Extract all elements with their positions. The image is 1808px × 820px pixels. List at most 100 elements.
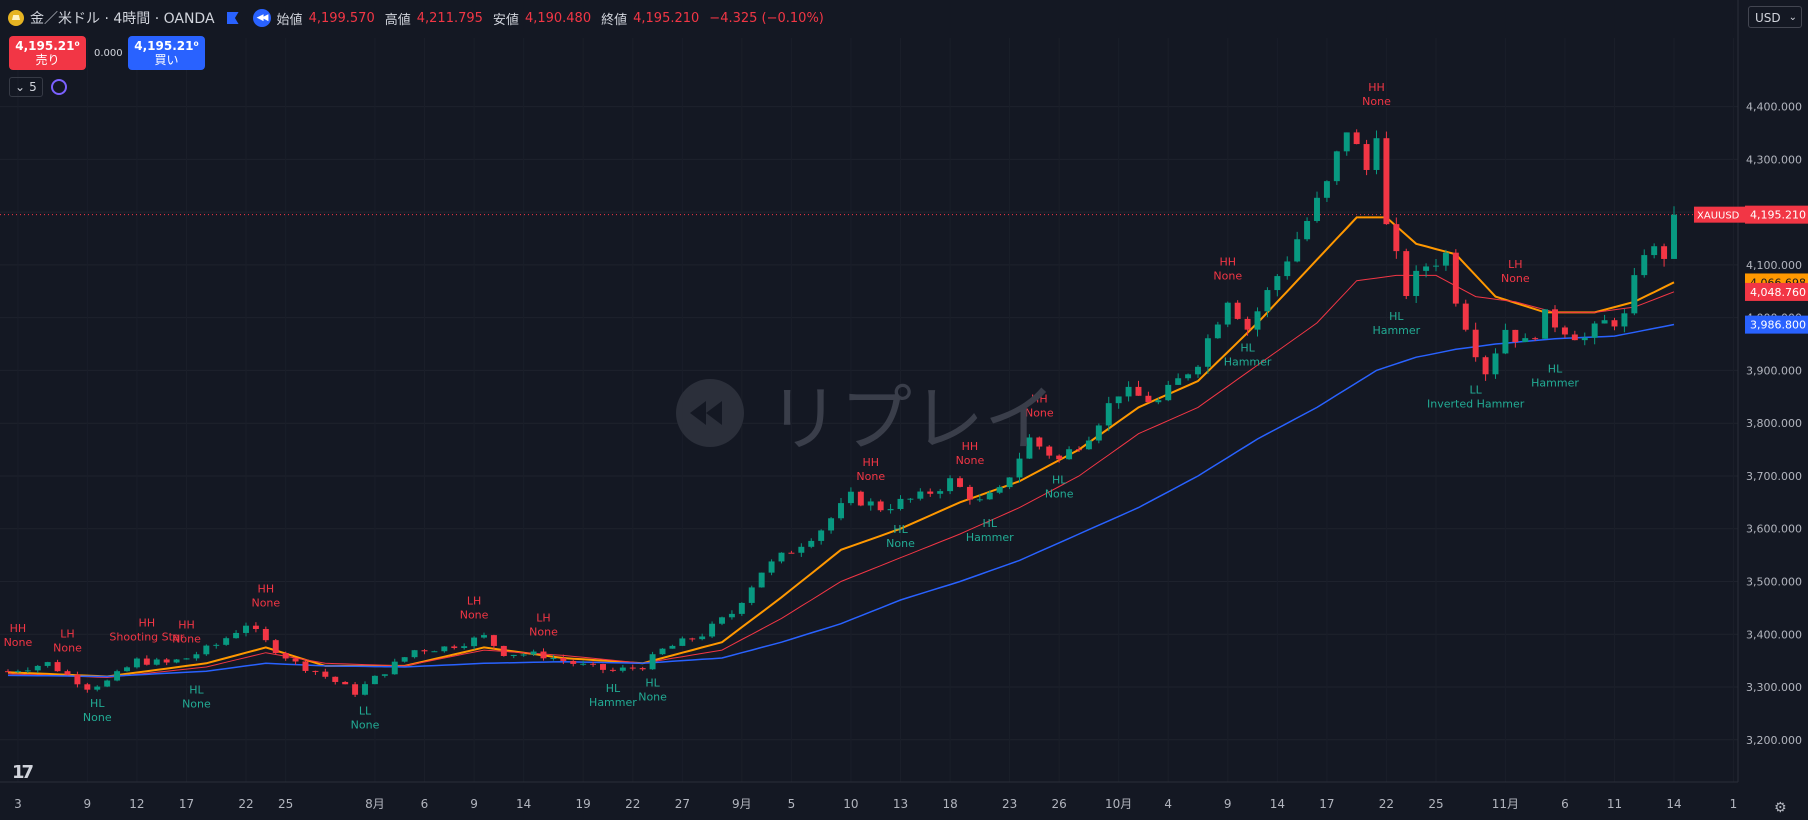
tradingview-logo[interactable]: 17 (12, 762, 34, 783)
candle-body (570, 660, 577, 664)
candle-body (560, 658, 567, 661)
candle-body (520, 654, 527, 656)
candle-body (957, 478, 963, 487)
x-tick-label: 14 (1666, 797, 1681, 811)
candle-body (243, 625, 249, 633)
pivot-pattern-label: Shooting Star (109, 631, 184, 644)
indicator-count: 5 (29, 80, 37, 94)
open-value: 4,199.570 (308, 10, 375, 26)
candle-body (550, 658, 557, 660)
pivot-type-label: LH (1508, 258, 1522, 271)
candle-body (798, 546, 805, 553)
candle-body (719, 617, 725, 624)
replay-icon[interactable]: ◀◀ (252, 9, 271, 27)
pivot-type-label: HH (1031, 392, 1048, 405)
candle-body (1363, 144, 1370, 170)
candle-body (411, 650, 418, 658)
candle-body (887, 508, 894, 511)
candle-body (1006, 477, 1013, 488)
pivot-pattern-label: Hammer (1372, 324, 1420, 337)
candle-body (748, 587, 755, 603)
ema-price-badge: 3,986.800 (1750, 319, 1806, 332)
ema-price-badge: 4,048.760 (1750, 286, 1806, 299)
candle-body (1323, 181, 1330, 198)
candle-body (14, 671, 21, 673)
candle-body (1145, 395, 1152, 403)
y-tick-label: 3,900.000 (1746, 364, 1802, 377)
candle-body (163, 659, 170, 663)
buy-button[interactable]: 4,195.21⁰ 買い (128, 36, 205, 70)
loading-icon (50, 79, 67, 95)
candle-body (1611, 320, 1618, 327)
price-axis[interactable]: 3,200.000 3,300.000 3,400.000 3,500.000 3,60… (1694, 101, 1808, 747)
candles (5, 129, 1677, 698)
x-tick-label: 19 (576, 797, 591, 811)
gold-coin-icon[interactable] (8, 10, 24, 26)
candle-body (1036, 437, 1043, 447)
pivot-type-label: HL (606, 682, 621, 695)
currency-select[interactable]: USD ⌄ (1748, 6, 1802, 28)
flag-icon[interactable] (226, 12, 239, 24)
x-tick-label: 22 (1379, 797, 1394, 811)
x-tick-label: 4 (1164, 797, 1172, 811)
candle-body (64, 671, 71, 675)
candle-body (5, 671, 11, 673)
candle-body (391, 661, 398, 675)
candle-body (1403, 251, 1410, 296)
pivot-pattern-label: None (638, 691, 667, 704)
candle-body (1502, 329, 1509, 354)
candle-body (1224, 302, 1231, 325)
candle-body (114, 671, 121, 681)
sell-button[interactable]: 4,195.21⁰ 売り (9, 36, 86, 70)
candle-body (1195, 366, 1201, 375)
pivot-type-label: HH (862, 456, 879, 469)
candle-body (1343, 132, 1350, 152)
gear-icon[interactable]: ⚙ (1774, 800, 1787, 816)
x-tick-label: 13 (893, 797, 908, 811)
candle-body (1214, 324, 1221, 339)
candle-body (818, 530, 825, 541)
candle-body (1462, 303, 1469, 330)
ema-line (7, 323, 1675, 678)
candle-body (1105, 403, 1112, 426)
candle-body (203, 645, 210, 655)
candle-body (788, 552, 795, 554)
candle-body (401, 657, 408, 662)
time-axis[interactable]: 3 9 12 17 22 25 8月 6 9 14 19 22 27 9月 5 10 13 18 23 26 10月 4 9… (14, 797, 1737, 811)
candle-body (1175, 378, 1182, 385)
spread-value: 0.000 (94, 47, 123, 59)
candle-body (699, 636, 706, 640)
candle-body (976, 499, 983, 501)
indicators-collapse-button[interactable]: ⌄ 5 (9, 77, 43, 97)
x-tick-label: 5 (788, 797, 796, 811)
candle-body (778, 552, 785, 562)
x-tick-label: 23 (1002, 797, 1017, 811)
candle-body (1314, 197, 1320, 221)
candle-body (1492, 353, 1499, 375)
symbol-title[interactable]: 金／米ドル · 4時間 · OANDA (30, 11, 215, 27)
x-tick-label: 1 (1730, 797, 1738, 811)
pivot-type-label: HL (983, 517, 998, 530)
candle-body (619, 667, 626, 671)
pivot-pattern-label: None (1213, 269, 1242, 282)
candle-body (1601, 320, 1608, 324)
candle-body (1532, 338, 1539, 340)
candle-body (104, 680, 111, 687)
candle-body (1056, 455, 1063, 460)
candle-body (312, 670, 319, 672)
candle-body (1452, 252, 1459, 304)
candle-body (272, 640, 279, 653)
candle-body (1542, 309, 1549, 339)
ema-price-badge-bg (1745, 315, 1808, 334)
candle-body (937, 491, 944, 494)
candle-body (74, 674, 81, 685)
pivot-pattern-label: None (1362, 95, 1391, 108)
candle-body (709, 623, 716, 637)
candle-body (1423, 266, 1430, 271)
candle-body (44, 662, 51, 666)
candle-body (1413, 270, 1420, 296)
candle-body (461, 646, 468, 648)
chart-grid (0, 0, 1739, 783)
pivot-type-label: HL (1548, 363, 1563, 376)
